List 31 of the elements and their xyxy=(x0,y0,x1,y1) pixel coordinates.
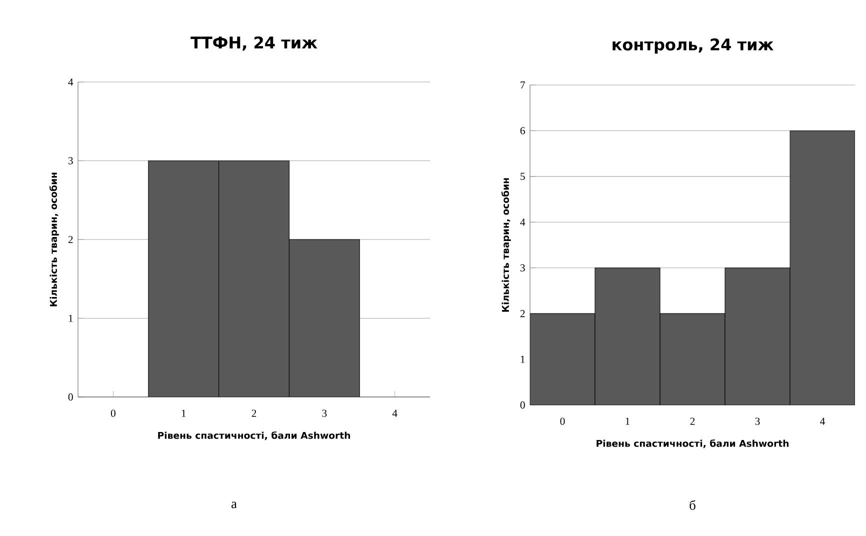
x-tick-label: 2 xyxy=(252,410,256,417)
y-tick-label: 0 xyxy=(68,393,73,401)
chart-title: контроль, 24 тиж xyxy=(612,38,774,54)
y-tick-label: 1 xyxy=(68,314,73,322)
x-tick-label: 1 xyxy=(626,418,630,425)
y-tick-label: 7 xyxy=(520,82,525,88)
text: б xyxy=(690,500,696,510)
x-tick-label: 0 xyxy=(110,410,116,417)
y-tick-label: 2 xyxy=(520,310,525,318)
x-tick-label: 1 xyxy=(182,410,186,417)
y-tick-label: 3 xyxy=(68,157,73,164)
x-tick-label: 2 xyxy=(690,418,695,425)
y-tick-label: 0 xyxy=(520,401,525,409)
chart-title: ТТФН, 24 тиж xyxy=(190,36,318,51)
y-axis-title: Кількість тварин, особин xyxy=(501,178,511,312)
x-axis-title: Рівень спастичності, бали Ashworth xyxy=(158,431,350,440)
y-tick-label: 1 xyxy=(520,356,525,363)
y-tick-label: 4 xyxy=(520,218,526,226)
y-axis-title: Кількість тварин, особин xyxy=(49,172,59,306)
text: а xyxy=(232,502,237,508)
y-tick-label: 6 xyxy=(520,127,525,134)
x-tick-label: 4 xyxy=(820,418,825,425)
x-tick-label: 4 xyxy=(392,410,398,417)
x-tick-label: 0 xyxy=(560,418,565,425)
x-tick-label: 3 xyxy=(322,410,327,417)
x-axis-title: Рівень спастичності, бали Ashworth xyxy=(596,439,789,448)
x-tick-label: 3 xyxy=(755,418,760,425)
y-tick-label: 4 xyxy=(68,78,74,86)
y-tick-label: 3 xyxy=(520,264,525,272)
y-tick-label: 5 xyxy=(520,172,525,180)
y-tick-label: 2 xyxy=(68,236,73,244)
